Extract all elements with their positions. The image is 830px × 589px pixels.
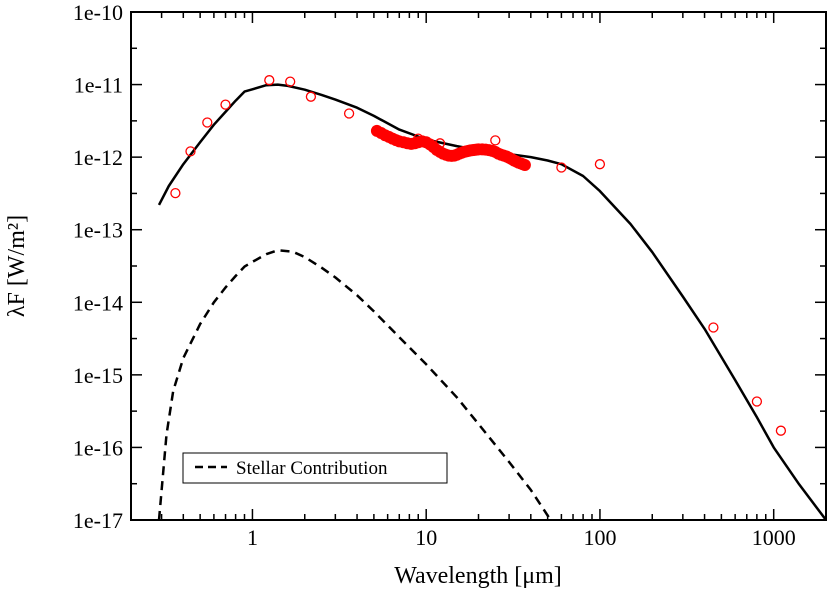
y-tick-label: 1e-14 bbox=[73, 290, 123, 315]
photometry-point bbox=[305, 91, 317, 102]
y-tick-label: 1e-17 bbox=[73, 508, 123, 533]
y-axis-title: λF [W/m²] bbox=[4, 215, 30, 317]
photometry-point bbox=[185, 146, 196, 157]
photometry-point bbox=[264, 75, 275, 86]
y-tick-label: 1e-15 bbox=[73, 363, 123, 388]
stellar-contribution-line bbox=[157, 249, 552, 520]
photometry-point bbox=[708, 322, 719, 333]
spectrum-point bbox=[518, 159, 531, 171]
photometry-point bbox=[490, 135, 501, 146]
model-sed-line bbox=[157, 83, 826, 520]
y-axis-ticks: 1e-17 1e-16 1e-15 1e-14 1e-13 1e-12 1e-11 1e-10 bbox=[73, 0, 826, 533]
y-tick-label: 1e-11 bbox=[74, 73, 123, 98]
y-tick-label: 1e-12 bbox=[73, 145, 123, 170]
plot-frame bbox=[130, 11, 827, 521]
x-tick-label: 100 bbox=[583, 525, 616, 550]
y-tick-label: 1e-16 bbox=[73, 435, 123, 460]
x-tick-label: 1 bbox=[247, 525, 258, 550]
photometry-point bbox=[594, 159, 606, 170]
y-tick-label: 1e-10 bbox=[73, 0, 123, 25]
y-tick-label: 1e-13 bbox=[73, 218, 123, 243]
photometry-point bbox=[343, 108, 355, 119]
photometry-point bbox=[220, 99, 231, 110]
photometry-point bbox=[556, 162, 567, 173]
x-tick-label: 1000 bbox=[752, 525, 796, 550]
x-axis-ticks: 1 10 100 1000 bbox=[130, 12, 827, 550]
plot-area bbox=[157, 75, 826, 520]
legend-label-stellar: Stellar Contribution bbox=[236, 458, 388, 479]
photometry-point bbox=[775, 425, 787, 436]
legend: Stellar Contribution bbox=[182, 452, 448, 484]
x-tick-label: 10 bbox=[415, 525, 437, 550]
photometry-point bbox=[170, 187, 181, 199]
photometry-point bbox=[202, 117, 213, 128]
x-axis-title: Wavelength [μm] bbox=[394, 563, 562, 589]
photometry-point bbox=[751, 396, 763, 407]
photometry-point bbox=[285, 76, 296, 87]
